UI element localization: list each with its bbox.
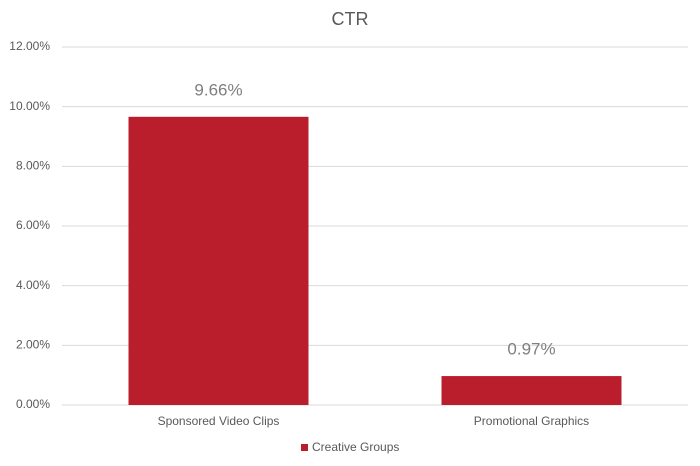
y-tick-label: 6.00% <box>16 218 50 232</box>
chart-title: CTR <box>332 9 369 29</box>
y-tick-label: 4.00% <box>16 278 50 292</box>
data-label: 0.97% <box>507 340 555 359</box>
bar <box>128 116 309 405</box>
data-label: 9.66% <box>194 80 242 99</box>
x-tick-label: Sponsored Video Clips <box>158 414 280 428</box>
y-tick-label: 2.00% <box>16 338 50 352</box>
y-tick-label: 0.00% <box>16 397 50 411</box>
y-tick-label: 12.00% <box>9 39 50 53</box>
x-tick-label: Promotional Graphics <box>474 414 589 428</box>
bar <box>441 376 622 405</box>
legend-label: Creative Groups <box>312 440 399 454</box>
y-tick-label: 10.00% <box>9 99 50 113</box>
legend-swatch <box>301 444 308 451</box>
y-tick-label: 8.00% <box>16 159 50 173</box>
